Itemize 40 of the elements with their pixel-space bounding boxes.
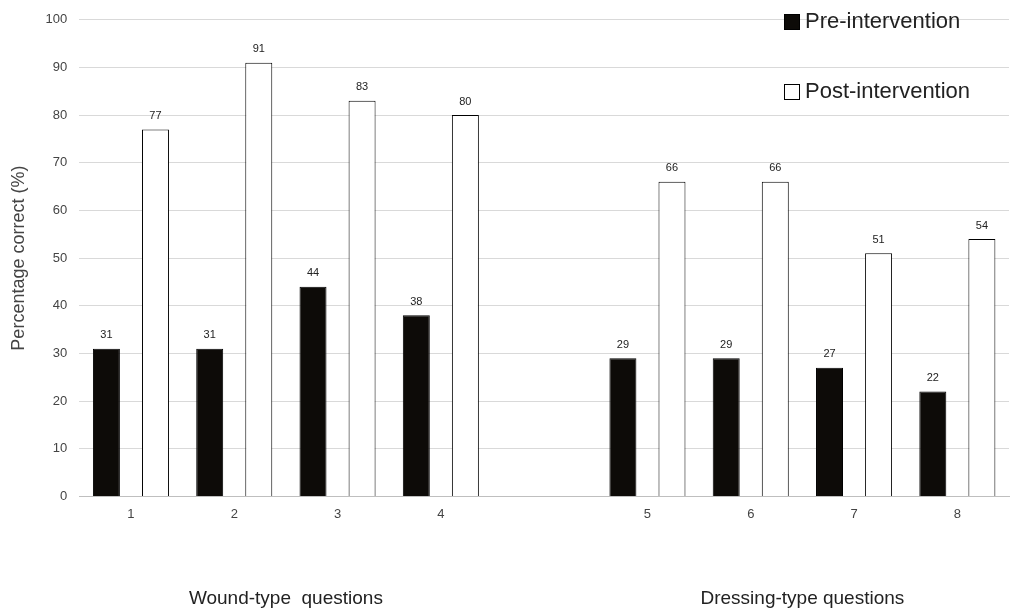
data-label: 83 <box>355 80 369 93</box>
data-label: 27 <box>823 347 836 360</box>
y-tick-label: 30 <box>52 345 68 360</box>
x-tick-label: 7 <box>850 505 858 521</box>
x-tick-label: 6 <box>747 505 755 521</box>
data-label: 22 <box>926 371 939 384</box>
y-tick-label: 10 <box>52 440 68 456</box>
x-tick-label: 4 <box>437 505 445 521</box>
data-label: 77 <box>149 108 162 121</box>
legend-label: Post-intervention <box>805 78 971 104</box>
y-axis-title: Percentage correct (%) <box>7 165 28 351</box>
data-label: 29 <box>616 337 630 350</box>
legend-label: Pre-intervention <box>805 8 961 34</box>
y-tick-label: 90 <box>52 59 68 75</box>
text: Dressing-type questions <box>700 586 905 608</box>
y-tick-label: 50 <box>52 249 68 265</box>
x-tick-label: 2 <box>230 505 238 521</box>
data-label: 31 <box>100 328 113 341</box>
y-tick-label: 70 <box>52 154 68 170</box>
x-tick-label: 1 <box>127 505 135 521</box>
y-tick-label: 60 <box>52 202 68 218</box>
data-label: 66 <box>665 161 679 174</box>
y-tick-label: 100 <box>45 11 68 27</box>
data-label: 91 <box>252 42 265 55</box>
y-tick-label: 40 <box>52 297 68 313</box>
y-tick-label: 0 <box>60 487 68 503</box>
data-label: 38 <box>410 294 423 307</box>
data-label: 29 <box>720 337 733 350</box>
data-label: 66 <box>769 161 782 174</box>
data-label: 54 <box>975 218 989 231</box>
data-label: 31 <box>203 328 216 341</box>
data-label: 80 <box>459 94 472 107</box>
x-tick-label: 5 <box>643 505 652 521</box>
text: Wound-type questions <box>188 586 383 608</box>
y-tick-label: 80 <box>52 106 68 122</box>
x-tick-label: 3 <box>333 505 342 521</box>
y-tick-label: 20 <box>52 392 68 408</box>
x-tick-label: 8 <box>953 505 961 521</box>
data-label: 51 <box>872 232 885 245</box>
data-label: 44 <box>306 266 320 279</box>
